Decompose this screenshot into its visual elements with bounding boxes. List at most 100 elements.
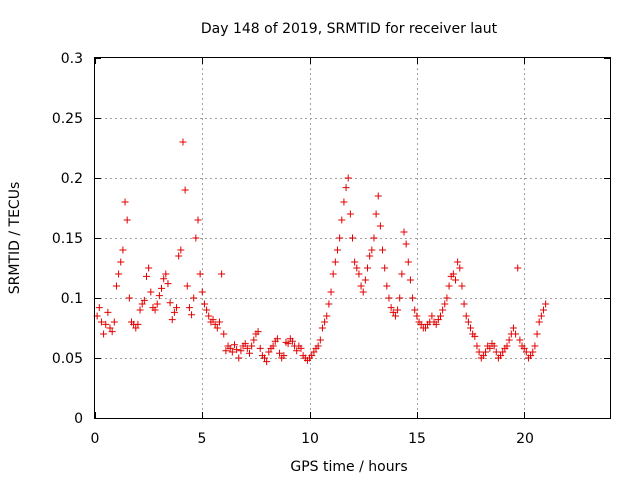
data-point (349, 234, 356, 242)
data-point (522, 348, 530, 356)
data-point (542, 300, 550, 308)
data-point (471, 332, 479, 340)
data-point (119, 246, 127, 254)
data-point (402, 240, 410, 248)
axis-ticks (95, 58, 610, 419)
data-point (396, 294, 404, 302)
data-point (248, 342, 256, 350)
data-point (183, 282, 191, 290)
data-point (138, 300, 146, 308)
y-tick-labels: 0 0.05 0.1 0.15 0.2 0.25 0.3 (52, 51, 83, 427)
data-point (400, 228, 408, 236)
data-point (381, 264, 389, 272)
data-point (520, 344, 528, 352)
y-tick-label: 0 (74, 411, 83, 427)
data-point (364, 264, 372, 272)
data-point (329, 270, 337, 278)
data-point (284, 340, 292, 348)
data-point (331, 258, 339, 266)
data-point (537, 312, 545, 320)
x-tick-label: 10 (301, 431, 319, 447)
data-point (162, 270, 170, 278)
chart-title: Day 148 of 2019, SRMTID for receiver lau… (201, 21, 498, 37)
data-point (115, 270, 123, 278)
data-point (467, 324, 475, 332)
data-point (243, 344, 251, 352)
data-point (499, 348, 507, 356)
grid-lines (95, 58, 610, 418)
data-point (97, 318, 105, 326)
x-tick-label: 20 (516, 431, 534, 447)
data-point (482, 348, 490, 356)
y-tick-label: 0.2 (61, 171, 83, 187)
data-point (140, 296, 148, 304)
data-point (376, 222, 384, 230)
data-point (421, 324, 429, 332)
data-point (170, 308, 178, 316)
data-point (456, 264, 464, 272)
data-point (209, 316, 217, 324)
data-point (370, 234, 378, 242)
data-point (340, 198, 348, 206)
data-point (280, 352, 288, 360)
data-point (439, 306, 447, 314)
data-point (293, 347, 301, 355)
data-point (198, 288, 206, 296)
data-point (123, 216, 131, 224)
data-point (516, 336, 524, 344)
data-point (175, 252, 183, 260)
data-point (539, 306, 547, 314)
data-point (241, 340, 249, 348)
data-point (106, 324, 114, 332)
data-point (473, 342, 481, 350)
data-point (441, 300, 449, 308)
data-point (110, 318, 118, 326)
data-point (432, 320, 440, 328)
data-point (462, 312, 470, 320)
data-point (228, 348, 236, 356)
data-point (529, 348, 537, 356)
data-point (132, 324, 140, 332)
data-point (181, 186, 189, 194)
data-point (398, 270, 406, 278)
data-point (230, 341, 238, 349)
data-point (192, 234, 200, 242)
data-point (531, 342, 539, 350)
data-point (374, 192, 382, 200)
data-point (177, 246, 185, 254)
data-point (387, 304, 395, 312)
data-point (211, 320, 219, 328)
data-point (357, 282, 365, 290)
data-point (218, 270, 226, 278)
data-point (100, 330, 108, 338)
data-point (434, 316, 442, 324)
data-point (338, 216, 346, 224)
data-point (166, 299, 174, 307)
data-point (318, 324, 326, 332)
data-point (196, 270, 204, 278)
data-point (155, 292, 163, 300)
y-tick-label: 0.1 (61, 291, 83, 307)
data-point (147, 288, 155, 296)
data-point (333, 246, 341, 254)
data-point (233, 346, 241, 354)
x-tick-label: 15 (408, 431, 426, 447)
data-point (237, 347, 245, 355)
data-point (273, 335, 281, 343)
data-point (436, 312, 444, 320)
data-point (95, 304, 103, 312)
data-point (222, 347, 230, 355)
data-point (492, 348, 500, 356)
data-point (452, 276, 459, 284)
data-points (93, 138, 550, 366)
data-point (288, 337, 296, 345)
data-point (342, 184, 350, 192)
y-tick-label: 0.15 (52, 231, 83, 247)
data-point (310, 348, 318, 356)
data-point (445, 282, 453, 290)
data-point (173, 304, 181, 312)
data-point (316, 336, 324, 344)
data-point (464, 318, 472, 326)
data-point (512, 330, 520, 338)
data-point (372, 210, 380, 218)
